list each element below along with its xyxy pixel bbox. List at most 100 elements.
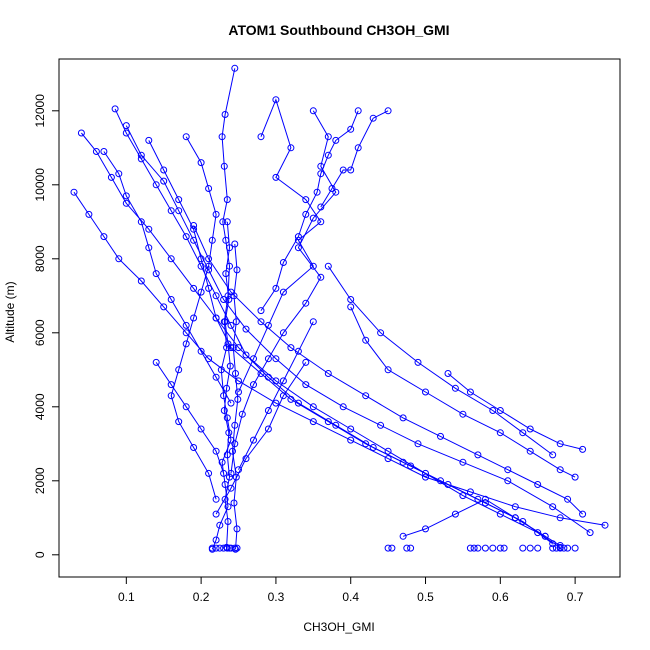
data-point (481, 495, 489, 503)
profile-line-14 (193, 225, 583, 515)
surface-point (466, 544, 474, 552)
data-point (205, 284, 213, 292)
data-point (227, 288, 235, 296)
data-point (223, 344, 231, 352)
data-point (534, 481, 542, 488)
profile-line-6 (260, 110, 359, 311)
data-point (257, 370, 265, 377)
data-point (122, 122, 130, 130)
data-point (115, 170, 123, 178)
data-point (152, 181, 160, 189)
data-point (238, 410, 246, 418)
data-point (223, 384, 231, 392)
profile-line-10 (125, 125, 591, 534)
y-tick-label: 6000 (33, 319, 47, 346)
surface-point (526, 544, 534, 552)
data-point (242, 351, 250, 359)
data-point (324, 133, 332, 141)
data-point (225, 296, 233, 303)
data-point (519, 429, 527, 437)
data-point (107, 173, 115, 181)
data-point (549, 451, 557, 459)
data-point (167, 381, 175, 389)
data-point (556, 466, 564, 474)
data-point (257, 133, 265, 141)
data-point (227, 344, 235, 352)
y-tick-label: 10000 (33, 168, 47, 202)
surface-point (407, 544, 415, 552)
data-point (233, 266, 241, 274)
data-point (459, 492, 467, 500)
data-point (324, 262, 332, 270)
data-point (317, 273, 325, 281)
data-point (250, 381, 257, 389)
data-point (384, 366, 392, 374)
data-point (549, 503, 557, 511)
data-point (220, 469, 228, 477)
data-point (223, 414, 231, 422)
profile-line-20 (238, 321, 314, 470)
data-point (384, 107, 392, 115)
data-point (205, 255, 213, 263)
data-point (175, 418, 183, 426)
data-point (227, 399, 235, 407)
data-point (175, 207, 183, 215)
data-point (332, 421, 340, 429)
data-point (369, 114, 377, 122)
data-point (444, 481, 452, 488)
data-point (190, 444, 198, 451)
data-point (347, 436, 355, 444)
data-point (279, 329, 287, 337)
data-point (384, 455, 392, 463)
y-axis-label: Altitude (m) (3, 281, 17, 342)
surface-point (496, 544, 504, 552)
data-point (190, 314, 198, 322)
data-point (232, 370, 239, 377)
data-point (287, 395, 295, 403)
data-point (234, 395, 242, 403)
data-point (122, 199, 130, 207)
data-point (347, 425, 355, 433)
data-point (317, 203, 325, 211)
data-point (414, 358, 422, 366)
data-point (272, 173, 280, 181)
data-point (145, 244, 153, 252)
data-point (384, 447, 392, 455)
data-point (212, 373, 220, 381)
data-point (272, 96, 280, 104)
surface-point (560, 544, 568, 552)
data-point (451, 510, 459, 518)
data-point (272, 355, 280, 363)
data-point (227, 484, 235, 492)
data-point (302, 196, 310, 204)
y-tick-label: 2000 (33, 467, 47, 494)
surface-point (216, 544, 224, 552)
x-tick-label: 0.3 (268, 590, 285, 604)
data-point (115, 255, 123, 263)
axis-ticks: 0.1 0.2 0.3 0.4 0.5 0.6 0.7 0 2000 4000 6000 8000 10… (33, 94, 584, 604)
data-point (302, 299, 310, 307)
surface-point (571, 544, 579, 552)
surface-point (500, 544, 508, 552)
data-point (347, 166, 355, 174)
data-point (324, 370, 332, 377)
data-point (152, 270, 160, 278)
data-point (208, 236, 216, 244)
data-point (231, 64, 239, 72)
data-point (399, 414, 407, 422)
data-point (437, 477, 444, 485)
data-point (100, 233, 108, 241)
x-tick-label: 0.4 (342, 590, 359, 604)
data-point (221, 111, 229, 118)
surface-point (534, 544, 542, 552)
profile-line-9 (73, 191, 606, 526)
data-point (302, 210, 310, 218)
data-point (459, 410, 467, 418)
data-point (407, 462, 415, 470)
data-point (279, 259, 287, 266)
x-tick-label: 0.1 (118, 590, 135, 604)
data-point (504, 466, 512, 474)
data-point (197, 347, 205, 355)
